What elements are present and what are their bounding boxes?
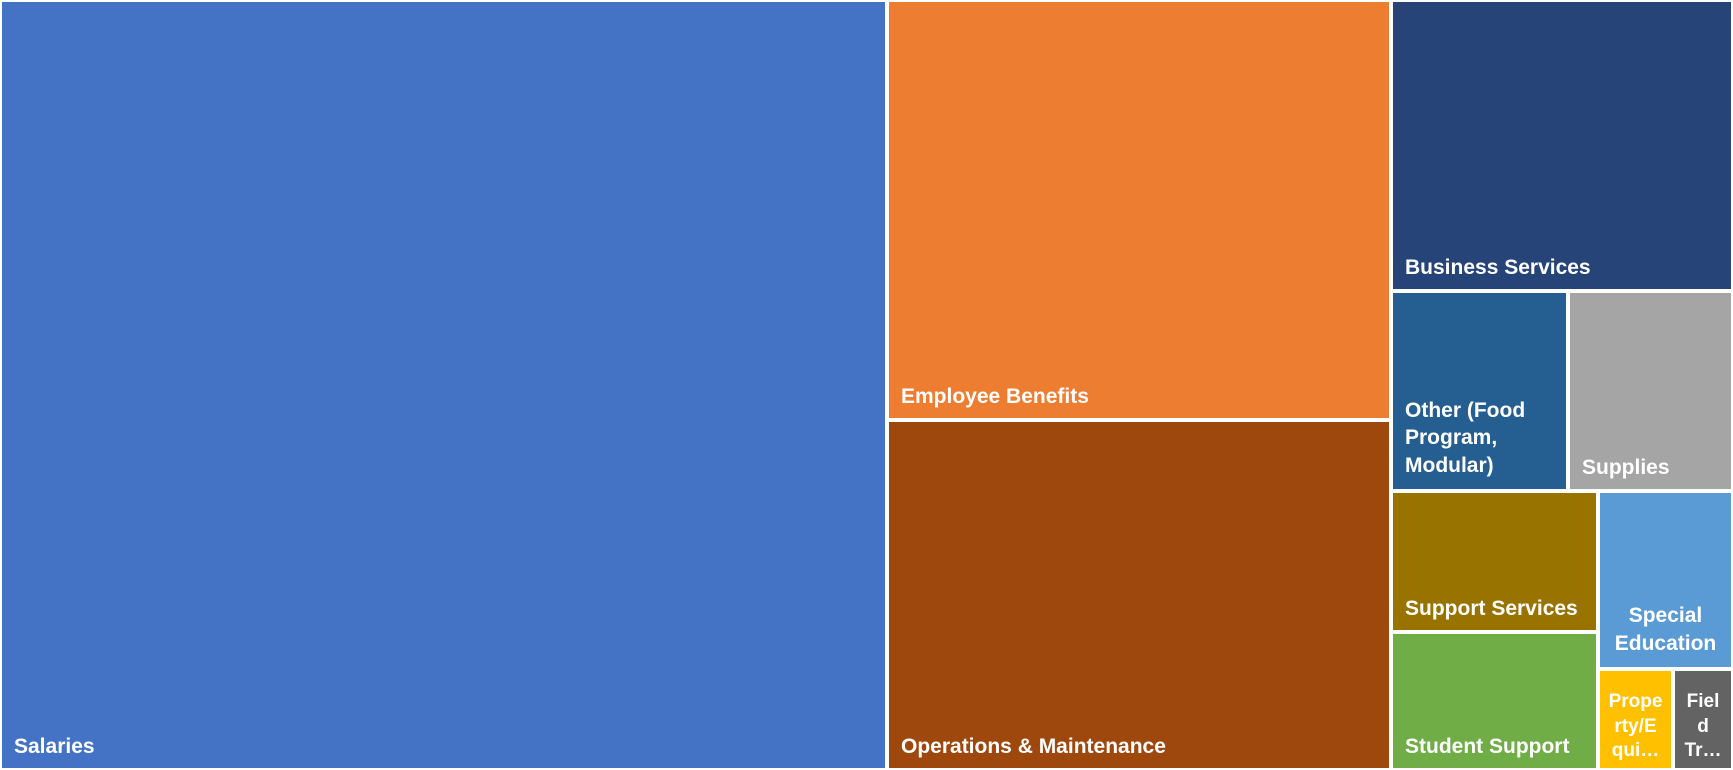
tile-label-operations-maintenance: Operations & Maintenance — [901, 734, 1166, 758]
tile-label-business-services: Business Services — [1405, 255, 1591, 279]
tile-business-services: Business Services — [1391, 0, 1733, 291]
tile-label-support-services: Support Services — [1405, 596, 1578, 620]
tile-employee-benefits: Employee Benefits — [887, 0, 1391, 420]
tile-label-field-trips: Fiel d Tr… — [1684, 690, 1722, 762]
tile-label-employee-benefits: Employee Benefits — [901, 384, 1089, 408]
tile-label-other: Other (Food Program, Modular) — [1405, 399, 1526, 477]
tile-label-student-support: Student Support — [1405, 734, 1570, 758]
tile-supplies: Supplies — [1568, 291, 1733, 491]
tile-label-property-equipment: Prope rty/E qui… — [1608, 690, 1663, 762]
tile-field-trips: Fiel d Tr… — [1673, 669, 1733, 770]
tile-label-supplies: Supplies — [1582, 455, 1670, 479]
tile-support-services: Support Services — [1391, 491, 1598, 632]
tile-salaries: Salaries — [0, 0, 887, 770]
tile-special-education: Special Education — [1598, 491, 1733, 669]
tile-property-equipment: Prope rty/E qui… — [1598, 669, 1673, 770]
tile-label-special-education: Special Education — [1614, 604, 1717, 655]
tile-other-food-program-modular: Other (Food Program, Modular) — [1391, 291, 1568, 491]
tile-student-support: Student Support — [1391, 632, 1598, 770]
tile-operations-maintenance: Operations & Maintenance — [887, 420, 1391, 770]
tile-label-salaries: Salaries — [14, 734, 95, 758]
